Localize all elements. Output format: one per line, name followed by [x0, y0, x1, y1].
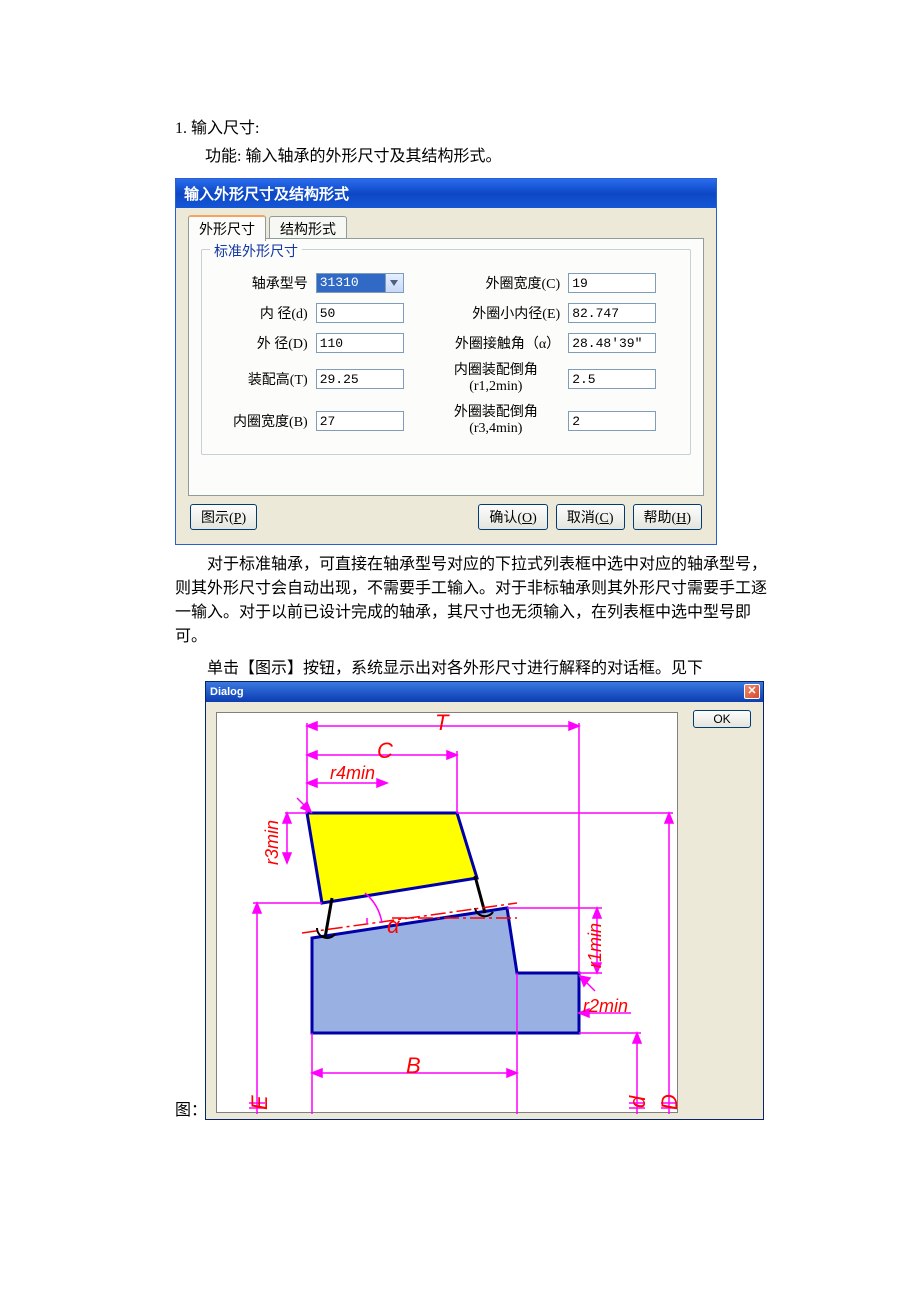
input-t[interactable] [316, 369, 404, 389]
label-r12: 内圈装配倒角(r1,2min) [427, 358, 564, 400]
label-alpha: 外圈接触角（α） [427, 328, 564, 358]
dim-label-d: d [625, 1096, 651, 1108]
group-label: 标准外形尺寸 [210, 241, 302, 261]
input-r12[interactable] [568, 369, 656, 389]
bearing-diagram: T C r4min r3min α r1min r2min B E d D [216, 712, 678, 1113]
diagram-ok-button[interactable]: OK [693, 710, 751, 728]
section-heading: 1. 输入尺寸: [175, 114, 770, 138]
cancel-button[interactable]: 取消(C) [556, 504, 625, 530]
input-b[interactable] [316, 411, 404, 431]
dim-label-r3min: r3min [262, 820, 283, 865]
input-r34[interactable] [568, 411, 656, 431]
diagram-dialog-title: Dialog ✕ [206, 682, 763, 702]
diagram-dialog: Dialog ✕ OK [205, 681, 764, 1120]
dialog-title: 输入外形尺寸及结构形式 [176, 179, 716, 208]
label-model: 轴承型号 [212, 268, 312, 298]
dim-label-r2min: r2min [583, 996, 628, 1017]
label-e: 外圈小内径(E) [427, 298, 564, 328]
label-b: 内圈宽度(B) [212, 400, 312, 442]
label-t: 装配高(T) [212, 358, 312, 400]
heading-text: 输入尺寸: [191, 120, 259, 137]
label-d-outer: 外 径(D) [212, 328, 312, 358]
dim-label-E: E [247, 1096, 273, 1111]
dim-label-T: T [435, 710, 448, 736]
paragraph-1: 对于标准轴承，可直接在轴承型号对应的下拉式列表框中选中对应的轴承型号，则其外形尺… [175, 553, 770, 649]
paragraph-2: 单击【图示】按钮，系统显示出对各外形尺寸进行解释的对话框。见下 [175, 657, 770, 681]
label-r34: 外圈装配倒角(r3,4min) [427, 400, 564, 442]
function-line: 功能: 输入轴承的外形尺寸及其结构形式。 [175, 142, 770, 166]
input-d-outer[interactable] [316, 333, 404, 353]
tab-dimensions[interactable]: 外形尺寸 [188, 215, 266, 241]
label-d-inner: 内 径(d) [212, 298, 312, 328]
model-value: 31310 [317, 274, 385, 292]
standard-dimensions-group: 标准外形尺寸 轴承型号 31310 [201, 249, 691, 455]
input-d-inner[interactable] [316, 303, 404, 323]
function-text: 输入轴承的外形尺寸及其结构形式。 [245, 148, 501, 165]
input-c[interactable] [568, 273, 656, 293]
dim-label-r4min: r4min [330, 763, 375, 784]
dim-label-r1min: r1min [585, 923, 606, 968]
close-icon[interactable]: ✕ [744, 684, 760, 699]
figure-colon: 图： [175, 1096, 205, 1120]
dim-label-C: C [377, 738, 393, 764]
button-row: 图示(P) 确认(O) 取消(C) 帮助(H) [184, 496, 708, 538]
tab-panel: 标准外形尺寸 轴承型号 31310 [188, 238, 704, 496]
heading-number: 1. [175, 120, 187, 137]
form-table: 轴承型号 31310 外圈宽度(C) [212, 268, 680, 442]
help-button[interactable]: 帮助(H) [633, 504, 702, 530]
chevron-down-icon[interactable] [385, 274, 403, 292]
input-e[interactable] [568, 303, 656, 323]
diagram-button[interactable]: 图示(P) [190, 504, 257, 530]
diagram-title-text: Dialog [210, 686, 244, 698]
dim-label-alpha: α [387, 913, 400, 939]
label-c: 外圈宽度(C) [427, 268, 564, 298]
tab-bar: 外形尺寸 结构形式 [188, 214, 708, 238]
ok-button[interactable]: 确认(O) [478, 504, 547, 530]
function-label: 功能: [205, 148, 241, 165]
dim-label-D: D [657, 1094, 683, 1110]
input-alpha[interactable] [568, 333, 656, 353]
model-combo[interactable]: 31310 [316, 273, 404, 293]
input-dimensions-dialog: 输入外形尺寸及结构形式 外形尺寸 结构形式 标准外形尺寸 轴承型号 31310 [175, 178, 717, 545]
dim-label-B: B [406, 1053, 421, 1079]
